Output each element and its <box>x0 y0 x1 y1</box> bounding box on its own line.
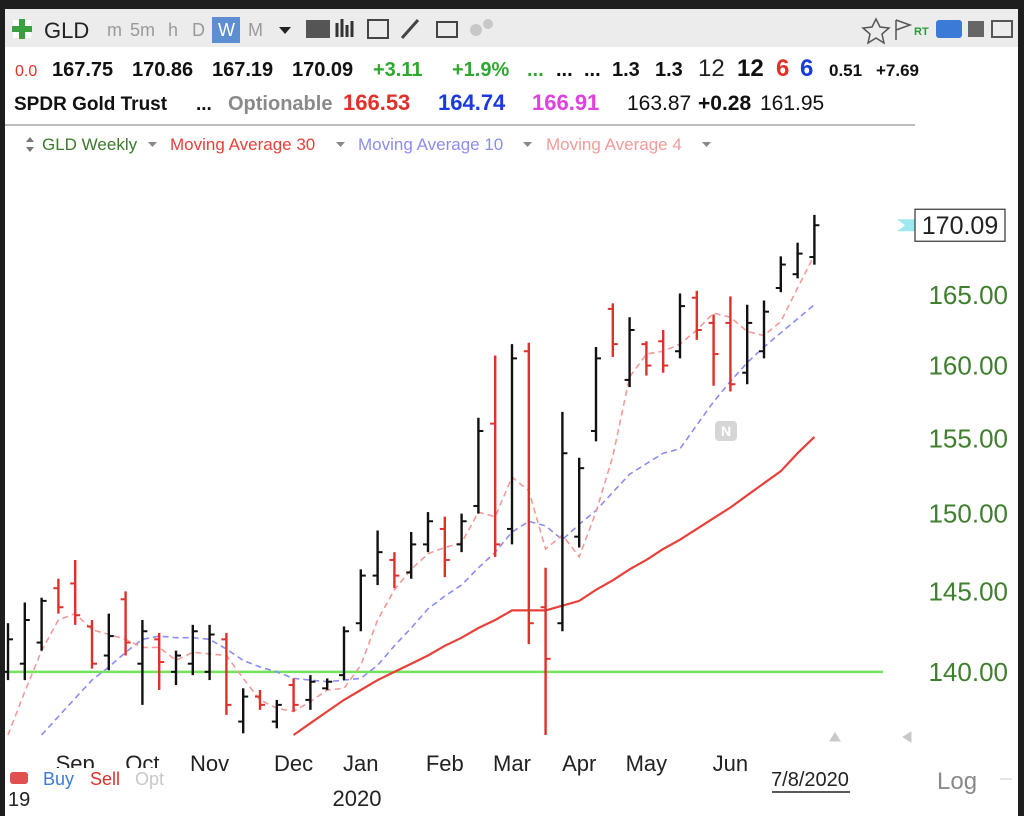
left-frame <box>0 0 5 816</box>
y-tick-label: 160.00 <box>928 351 1008 381</box>
rt-label: RT <box>914 26 929 38</box>
add-icon <box>12 19 32 39</box>
star-icon[interactable] <box>861 17 891 45</box>
legend-entry[interactable]: Moving Average 4 <box>546 135 682 154</box>
x-tick-label: Feb <box>426 751 464 776</box>
quote-field: 170.86 <box>132 59 193 81</box>
add-button[interactable] <box>12 19 32 39</box>
quote-field: +7.69 <box>876 61 919 80</box>
scale-mode[interactable]: Log <box>937 768 977 795</box>
interval[interactable]: h <box>168 20 178 40</box>
quote-field: 1.3 <box>655 59 683 81</box>
interval[interactable]: M <box>248 20 263 40</box>
year-label: 19 <box>8 789 30 811</box>
event-marker[interactable]: N <box>721 423 731 439</box>
dropdown-arrow[interactable] <box>279 27 291 34</box>
quote-field: SPDR Gold Trust <box>14 94 168 115</box>
x-tick-label: Jun <box>713 751 748 776</box>
quote-field: Optionable <box>228 93 332 115</box>
quote-field: 163.87 <box>627 92 691 115</box>
trade-action[interactable]: Opt <box>135 769 164 789</box>
quote-field: +3.11 <box>373 59 423 81</box>
interval[interactable]: 5m <box>130 20 155 40</box>
layout-icon[interactable] <box>991 20 1013 38</box>
x-tick-label: Jan <box>343 751 378 776</box>
quote-field: +0.28 <box>698 92 751 115</box>
quote-field: 161.95 <box>760 92 824 115</box>
symbol[interactable]: GLD <box>44 18 89 43</box>
top-frame <box>0 0 1024 9</box>
quote-field: ... <box>556 59 573 81</box>
quote-field: 12 <box>698 55 725 82</box>
x-tick-label: Dec <box>274 751 313 776</box>
year-label: 2020 <box>333 786 382 811</box>
x-tick-label: Nov <box>190 751 229 776</box>
quote-field: +1.9% <box>452 59 509 81</box>
tool-icon[interactable] <box>306 20 330 38</box>
moving-average-line <box>41 304 815 736</box>
flag-icon[interactable] <box>895 19 913 40</box>
tool-icon[interactable] <box>436 21 458 38</box>
x-tick-label: May <box>626 751 668 776</box>
quote-field: 1.3 <box>612 59 640 81</box>
legend-entry[interactable]: Moving Average 10 <box>358 135 503 154</box>
interval[interactable]: W <box>218 20 235 40</box>
legend-entry[interactable]: GLD Weekly <box>42 135 138 154</box>
trade-bar-bg <box>5 768 185 790</box>
y-tick-label: 165.00 <box>928 280 1008 310</box>
interval[interactable]: m <box>107 20 122 40</box>
price-pointer <box>897 219 915 232</box>
tool-icon[interactable] <box>367 19 389 39</box>
legend-icon <box>26 137 34 152</box>
quote-field: 166.53 <box>343 90 410 115</box>
event-marker-bg <box>715 421 737 441</box>
right-frame <box>1018 0 1024 816</box>
scroll-arrows[interactable] <box>829 731 1012 780</box>
interval[interactable]: D <box>192 20 205 40</box>
y-tick-label: 140.00 <box>928 657 1008 687</box>
quote-field: 167.75 <box>52 59 113 81</box>
trade-action[interactable]: Buy <box>43 769 74 789</box>
tool-icon[interactable] <box>335 19 354 37</box>
quote-field: 0.0 <box>15 63 37 80</box>
quote-field: 0.51 <box>829 61 862 80</box>
last-price-label: 170.09 <box>922 212 998 240</box>
interval-selected <box>212 17 240 43</box>
plot-area <box>5 214 883 736</box>
tool-icons <box>306 17 1013 45</box>
trade-icon[interactable] <box>10 772 28 784</box>
toolbar <box>5 9 1018 47</box>
y-tick-label: 150.00 <box>928 499 1008 529</box>
y-tick-label: 155.00 <box>928 423 1008 453</box>
y-tick-label: 145.00 <box>928 576 1008 606</box>
quote-field: 6 <box>800 55 813 82</box>
quote-field: ... <box>196 94 212 115</box>
tool-icon[interactable] <box>400 19 420 39</box>
legend-entry[interactable]: Moving Average 30 <box>170 135 315 154</box>
last-price-box <box>914 208 1006 242</box>
quote-field: 167.19 <box>212 59 273 81</box>
quote-field: 170.09 <box>292 59 353 81</box>
tool-icon[interactable] <box>470 24 482 36</box>
x-tick-label: Apr <box>562 751 596 776</box>
quote-field: ... <box>527 59 544 81</box>
quote-field: 166.91 <box>532 90 599 115</box>
quote-field: 164.74 <box>438 90 506 115</box>
moving-average-line <box>292 436 816 736</box>
quote-field: 6 <box>776 55 789 82</box>
s-icon[interactable] <box>936 20 962 38</box>
quote-field: 12 <box>737 55 764 82</box>
date-label: 7/8/2020 <box>771 769 849 791</box>
save-icon[interactable] <box>968 21 984 37</box>
trade-action[interactable]: Sell <box>90 769 120 789</box>
tool-icon[interactable] <box>483 19 493 29</box>
x-tick-label: Mar <box>493 751 531 776</box>
quote-field: ... <box>584 59 601 81</box>
